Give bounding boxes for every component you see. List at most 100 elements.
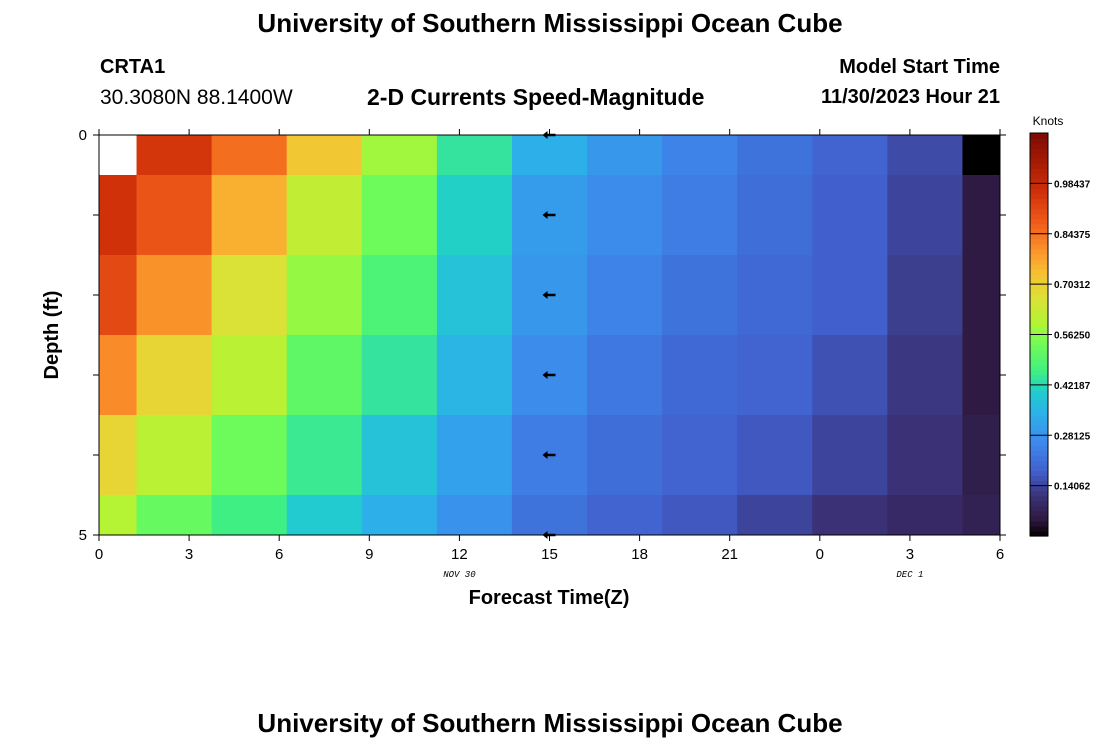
colorbar-segment bbox=[1030, 148, 1048, 154]
colorbar-tick-label: 0.14062 bbox=[1054, 482, 1091, 493]
colorbar-tick-label: 0.70312 bbox=[1054, 280, 1091, 291]
colorbar-segment bbox=[1030, 435, 1048, 441]
colorbar-segment bbox=[1030, 248, 1048, 255]
colorbar-segment bbox=[1030, 168, 1048, 174]
heatmap-cell bbox=[737, 335, 813, 416]
x-tick-label: 3 bbox=[185, 546, 193, 563]
heatmap-cell bbox=[436, 495, 513, 536]
heatmap-cell bbox=[361, 495, 438, 536]
heatmap-cell bbox=[361, 135, 438, 176]
heatmap-cell bbox=[737, 135, 813, 176]
x-axis: 0 3 6 9 12 15 18 21 0 3 6 NOV 30 DEC 1 bbox=[95, 129, 1004, 580]
colorbar-segment bbox=[1030, 359, 1048, 366]
colorbar-segment bbox=[1030, 475, 1048, 482]
colorbar-segment bbox=[1030, 425, 1048, 431]
heatmap-cell bbox=[136, 335, 213, 416]
heatmap-cell bbox=[99, 415, 138, 496]
colorbar-segment bbox=[1030, 455, 1048, 462]
colorbar-segment bbox=[1030, 253, 1048, 260]
current-arrow-icon bbox=[542, 291, 556, 299]
colorbar-segment bbox=[1030, 440, 1048, 446]
heatmap-cell bbox=[99, 495, 138, 536]
colorbar-segment bbox=[1030, 480, 1048, 487]
heatmap-cell bbox=[662, 175, 738, 256]
colorbar-segment bbox=[1030, 339, 1048, 346]
colorbar-segment bbox=[1030, 334, 1048, 341]
heatmap-cell bbox=[887, 175, 963, 256]
colorbar-segment bbox=[1030, 420, 1048, 426]
heatmap-cell bbox=[737, 255, 813, 336]
colorbar-segment bbox=[1030, 274, 1048, 280]
colorbar-segment bbox=[1030, 178, 1048, 184]
colorbar-segment bbox=[1030, 329, 1048, 336]
heatmap-cell bbox=[587, 175, 663, 256]
colorbar-segment bbox=[1030, 485, 1048, 492]
colorbar-units-label: Knots bbox=[1033, 114, 1064, 128]
heatmap-cell bbox=[662, 415, 738, 496]
colorbar-segment bbox=[1030, 193, 1048, 200]
colorbar-segment bbox=[1030, 263, 1048, 270]
arrow-head bbox=[542, 451, 548, 459]
heatmap-cell bbox=[211, 415, 288, 496]
y-tick-label: 0 bbox=[79, 127, 87, 144]
y-tick-label: 5 bbox=[79, 527, 87, 544]
colorbar-segment bbox=[1030, 490, 1048, 497]
date-label: DEC 1 bbox=[896, 570, 923, 580]
colorbar-segment bbox=[1030, 314, 1048, 320]
colorbar-segment bbox=[1030, 213, 1048, 220]
model-start-label: Model Start Time bbox=[839, 56, 1000, 78]
colorbar-segment bbox=[1030, 399, 1048, 406]
heatmap-cell bbox=[962, 335, 1001, 416]
model-start-value: 11/30/2023 Hour 21 bbox=[820, 86, 1000, 108]
heatmap-cell bbox=[286, 175, 363, 256]
colorbar-segment bbox=[1030, 430, 1048, 436]
chart-subtitle: 2-D Currents Speed-Magnitude bbox=[367, 84, 705, 110]
colorbar-segment bbox=[1030, 349, 1048, 356]
y-axis: 05 bbox=[79, 127, 1006, 544]
heatmap-cell bbox=[286, 255, 363, 336]
colorbar-segment bbox=[1030, 198, 1048, 205]
heatmap-cell bbox=[737, 175, 813, 256]
heatmap-cell bbox=[361, 335, 438, 416]
colorbar-segment bbox=[1030, 269, 1048, 275]
colorbar-segment bbox=[1030, 410, 1048, 416]
colorbar-segment bbox=[1030, 384, 1048, 391]
colorbar-segment bbox=[1030, 505, 1048, 512]
heatmap-cell bbox=[587, 335, 663, 416]
colorbar-segment bbox=[1030, 133, 1048, 139]
heatmap-cell bbox=[962, 135, 1001, 176]
colorbar-segment bbox=[1030, 344, 1048, 351]
x-tick-label: 3 bbox=[906, 546, 914, 563]
colorbar-tick-label: 0.84375 bbox=[1054, 230, 1091, 241]
heatmap-cell bbox=[211, 175, 288, 256]
heatmap-cell bbox=[286, 135, 363, 176]
heatmap-cell bbox=[511, 495, 588, 536]
heatmap-cell bbox=[436, 335, 513, 416]
heatmap-cell bbox=[962, 415, 1001, 496]
colorbar-tick-label: 0.98437 bbox=[1054, 179, 1091, 190]
heatmap-cell bbox=[887, 255, 963, 336]
page-title: University of Southern Mississippi Ocean… bbox=[257, 8, 843, 38]
colorbar-tick-label: 0.56250 bbox=[1054, 331, 1091, 342]
current-arrow-icon bbox=[542, 211, 556, 219]
heatmap-cell bbox=[361, 175, 438, 256]
heatmap-cell bbox=[812, 335, 888, 416]
heatmap-cell bbox=[812, 175, 888, 256]
colorbar-segment bbox=[1030, 258, 1048, 265]
x-tick-label: 15 bbox=[541, 546, 558, 563]
heatmap-cell bbox=[136, 175, 213, 256]
colorbar-segment bbox=[1030, 394, 1048, 401]
heatmap-cell bbox=[436, 415, 513, 496]
colorbar-segment bbox=[1030, 510, 1048, 517]
colorbar-segment bbox=[1030, 319, 1048, 326]
colorbar-segment bbox=[1030, 173, 1048, 179]
heatmap-cell bbox=[812, 255, 888, 336]
x-tick-label: 6 bbox=[275, 546, 283, 563]
current-arrow-icon bbox=[542, 371, 556, 379]
colorbar-segment bbox=[1030, 309, 1048, 315]
y-axis-label: Depth (ft) bbox=[41, 291, 63, 380]
heatmap-cell bbox=[662, 335, 738, 416]
colorbar-segment bbox=[1030, 183, 1048, 190]
colorbar-segment bbox=[1030, 379, 1048, 386]
